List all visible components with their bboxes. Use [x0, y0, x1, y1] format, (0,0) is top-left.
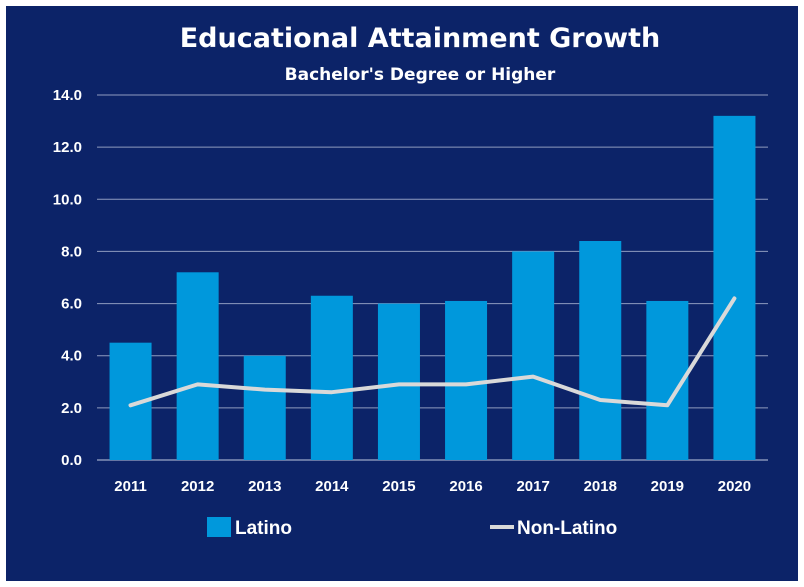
y-tick-label: 10.0 — [53, 191, 82, 208]
x-tick-label: 2017 — [516, 478, 549, 495]
x-tick-label: 2016 — [449, 478, 482, 495]
bar-series — [109, 115, 756, 460]
chart-canvas: Educational Attainment Growth Bachelor's… — [53, 23, 768, 539]
y-tick-label: 8.0 — [61, 243, 82, 260]
x-tick-label: 2020 — [718, 478, 751, 495]
line-series — [128, 296, 737, 408]
legend-label-non-latino: Non-Latino — [517, 518, 617, 539]
legend: Latino Non-Latino — [207, 517, 617, 539]
x-tick-label: 2012 — [181, 478, 214, 495]
bar-latino-2014 — [310, 295, 353, 460]
y-axis-ticks: 0.0 2.0 4.0 6.0 8.0 10.0 12.0 14.0 — [53, 87, 82, 469]
bar-latino-2015 — [377, 303, 420, 460]
x-tick-label: 2018 — [584, 478, 617, 495]
chart-frame: Educational Attainment Growth Bachelor's… — [6, 6, 798, 581]
chart-title: Educational Attainment Growth — [180, 23, 661, 54]
x-tick-label: 2014 — [315, 478, 349, 495]
bar-latino-2013 — [243, 355, 286, 460]
y-tick-label: 0.0 — [61, 452, 82, 469]
x-tick-label: 2013 — [248, 478, 281, 495]
chart-subtitle: Bachelor's Degree or Higher — [285, 65, 556, 85]
x-tick-label: 2015 — [382, 478, 415, 495]
y-tick-label: 6.0 — [61, 296, 82, 313]
bar-latino-2020 — [713, 115, 756, 460]
legend-swatch-latino — [207, 517, 231, 537]
line-non-latino — [128, 296, 737, 408]
x-axis-ticks: 2011 2012 2013 2014 2015 2016 2017 2018 2019 2020 — [114, 478, 751, 495]
y-tick-label: 4.0 — [61, 348, 82, 365]
x-tick-label: 2019 — [651, 478, 684, 495]
y-tick-label: 14.0 — [53, 87, 82, 104]
bar-latino-2016 — [445, 300, 488, 460]
x-tick-label: 2011 — [114, 478, 147, 495]
bar-latino-2017 — [512, 251, 555, 460]
bar-latino-2012 — [176, 272, 219, 460]
legend-label-latino: Latino — [235, 518, 292, 539]
bar-latino-2018 — [579, 241, 622, 460]
y-tick-label: 2.0 — [61, 400, 82, 417]
y-tick-label: 12.0 — [53, 139, 82, 156]
